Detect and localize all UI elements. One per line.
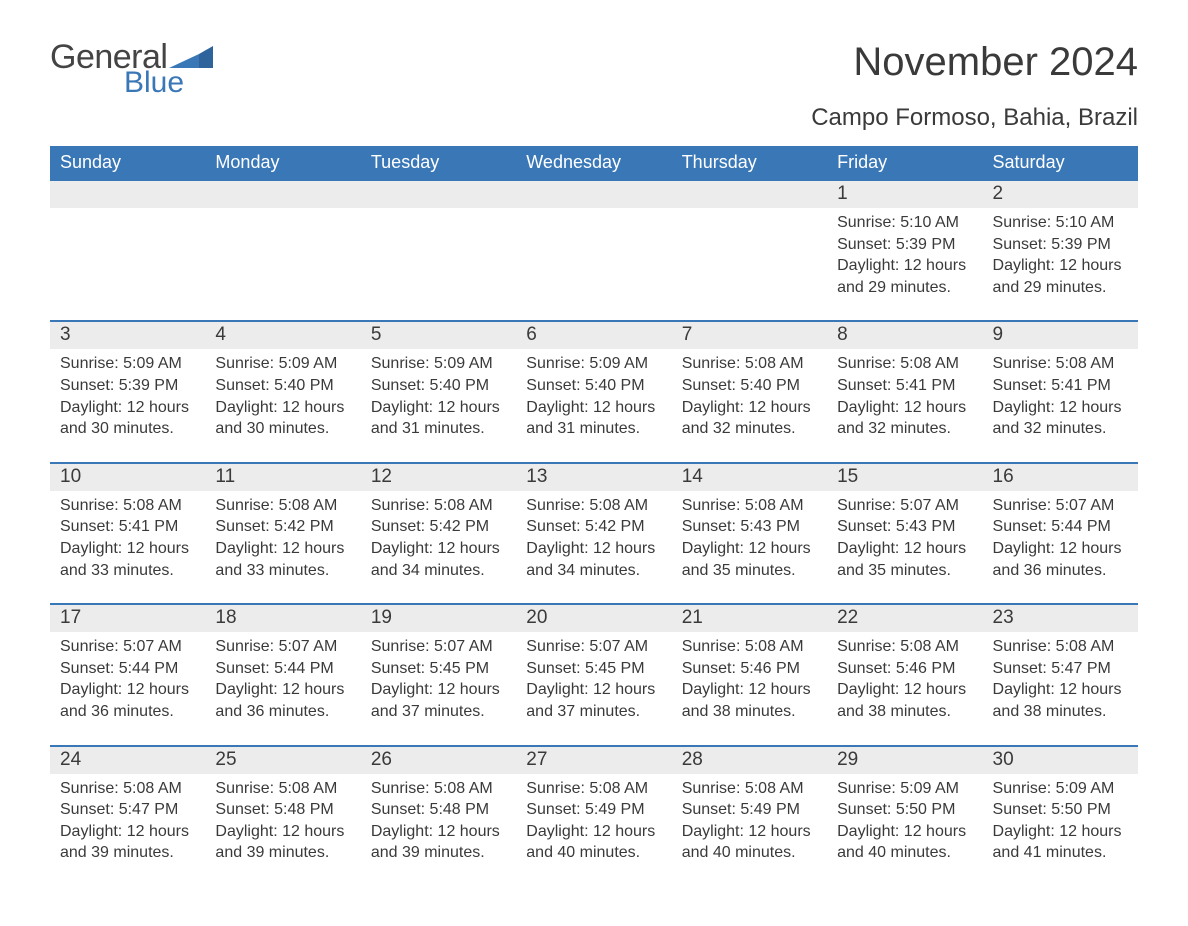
day-number-cell: 13 [516, 463, 671, 491]
day-number-cell: 19 [361, 604, 516, 632]
day-body-cell: Sunrise: 5:08 AMSunset: 5:41 PMDaylight:… [50, 491, 205, 604]
day-number-row: 12 [50, 180, 1138, 208]
day-number-cell: 22 [827, 604, 982, 632]
day-body-cell: Sunrise: 5:07 AMSunset: 5:45 PMDaylight:… [361, 632, 516, 745]
day-number-cell: 20 [516, 604, 671, 632]
day-body-cell: Sunrise: 5:09 AMSunset: 5:40 PMDaylight:… [516, 349, 671, 462]
day-body-cell: Sunrise: 5:08 AMSunset: 5:46 PMDaylight:… [827, 632, 982, 745]
day-body-cell: Sunrise: 5:07 AMSunset: 5:43 PMDaylight:… [827, 491, 982, 604]
day-body-row: Sunrise: 5:07 AMSunset: 5:44 PMDaylight:… [50, 632, 1138, 745]
day-body-cell [205, 208, 360, 321]
day-number-cell: 1 [827, 180, 982, 208]
day-number-cell [50, 180, 205, 208]
day-number-cell: 5 [361, 321, 516, 349]
day-number-cell [516, 180, 671, 208]
day-body-cell: Sunrise: 5:07 AMSunset: 5:44 PMDaylight:… [205, 632, 360, 745]
day-number-cell: 11 [205, 463, 360, 491]
weekday-header: Sunday [50, 146, 205, 180]
day-body-cell: Sunrise: 5:08 AMSunset: 5:46 PMDaylight:… [672, 632, 827, 745]
flag-icon [169, 46, 213, 68]
day-number-cell: 16 [983, 463, 1138, 491]
day-number-cell: 3 [50, 321, 205, 349]
day-number-cell: 9 [983, 321, 1138, 349]
day-body-cell: Sunrise: 5:09 AMSunset: 5:40 PMDaylight:… [205, 349, 360, 462]
day-body-cell: Sunrise: 5:08 AMSunset: 5:41 PMDaylight:… [827, 349, 982, 462]
day-number-cell: 21 [672, 604, 827, 632]
day-number-cell: 10 [50, 463, 205, 491]
day-body-cell: Sunrise: 5:08 AMSunset: 5:42 PMDaylight:… [516, 491, 671, 604]
day-body-cell: Sunrise: 5:08 AMSunset: 5:49 PMDaylight:… [672, 774, 827, 886]
brand-logo: General Blue [50, 40, 213, 98]
day-body-cell: Sunrise: 5:08 AMSunset: 5:41 PMDaylight:… [983, 349, 1138, 462]
day-number-cell: 6 [516, 321, 671, 349]
day-number-cell: 27 [516, 746, 671, 774]
location-subtitle: Campo Formoso, Bahia, Brazil [50, 104, 1138, 132]
day-body-cell [672, 208, 827, 321]
day-body-cell: Sunrise: 5:08 AMSunset: 5:42 PMDaylight:… [205, 491, 360, 604]
day-body-cell: Sunrise: 5:07 AMSunset: 5:45 PMDaylight:… [516, 632, 671, 745]
day-number-cell: 17 [50, 604, 205, 632]
day-number-cell: 7 [672, 321, 827, 349]
day-body-cell: Sunrise: 5:10 AMSunset: 5:39 PMDaylight:… [983, 208, 1138, 321]
weekday-header: Tuesday [361, 146, 516, 180]
day-number-cell: 14 [672, 463, 827, 491]
brand-word2: Blue [124, 68, 213, 98]
day-body-cell: Sunrise: 5:08 AMSunset: 5:47 PMDaylight:… [983, 632, 1138, 745]
weekday-header: Saturday [983, 146, 1138, 180]
day-body-cell: Sunrise: 5:08 AMSunset: 5:48 PMDaylight:… [361, 774, 516, 886]
page-title: November 2024 [853, 40, 1138, 85]
day-number-cell: 23 [983, 604, 1138, 632]
day-body-cell: Sunrise: 5:08 AMSunset: 5:48 PMDaylight:… [205, 774, 360, 886]
day-number-row: 24252627282930 [50, 746, 1138, 774]
day-number-cell: 29 [827, 746, 982, 774]
day-number-cell: 26 [361, 746, 516, 774]
day-body-cell: Sunrise: 5:07 AMSunset: 5:44 PMDaylight:… [50, 632, 205, 745]
day-body-cell: Sunrise: 5:09 AMSunset: 5:50 PMDaylight:… [983, 774, 1138, 886]
day-body-cell [50, 208, 205, 321]
day-number-cell [672, 180, 827, 208]
day-body-row: Sunrise: 5:10 AMSunset: 5:39 PMDaylight:… [50, 208, 1138, 321]
day-body-cell: Sunrise: 5:08 AMSunset: 5:43 PMDaylight:… [672, 491, 827, 604]
day-number-row: 10111213141516 [50, 463, 1138, 491]
day-body-cell: Sunrise: 5:09 AMSunset: 5:50 PMDaylight:… [827, 774, 982, 886]
day-body-cell: Sunrise: 5:08 AMSunset: 5:49 PMDaylight:… [516, 774, 671, 886]
day-number-cell: 28 [672, 746, 827, 774]
day-number-row: 3456789 [50, 321, 1138, 349]
day-number-cell [205, 180, 360, 208]
day-body-cell: Sunrise: 5:08 AMSunset: 5:40 PMDaylight:… [672, 349, 827, 462]
weekday-header: Monday [205, 146, 360, 180]
day-body-cell [361, 208, 516, 321]
day-body-row: Sunrise: 5:09 AMSunset: 5:39 PMDaylight:… [50, 349, 1138, 462]
day-body-cell: Sunrise: 5:09 AMSunset: 5:40 PMDaylight:… [361, 349, 516, 462]
weekday-header: Wednesday [516, 146, 671, 180]
day-body-cell: Sunrise: 5:09 AMSunset: 5:39 PMDaylight:… [50, 349, 205, 462]
day-body-cell: Sunrise: 5:08 AMSunset: 5:47 PMDaylight:… [50, 774, 205, 886]
day-number-cell: 18 [205, 604, 360, 632]
day-number-cell: 8 [827, 321, 982, 349]
weekday-header-row: SundayMondayTuesdayWednesdayThursdayFrid… [50, 146, 1138, 180]
day-body-row: Sunrise: 5:08 AMSunset: 5:41 PMDaylight:… [50, 491, 1138, 604]
day-body-row: Sunrise: 5:08 AMSunset: 5:47 PMDaylight:… [50, 774, 1138, 886]
day-number-cell: 30 [983, 746, 1138, 774]
day-number-cell [361, 180, 516, 208]
day-number-cell: 15 [827, 463, 982, 491]
day-number-cell: 12 [361, 463, 516, 491]
weekday-header: Friday [827, 146, 982, 180]
day-number-cell: 24 [50, 746, 205, 774]
day-body-cell: Sunrise: 5:08 AMSunset: 5:42 PMDaylight:… [361, 491, 516, 604]
day-body-cell [516, 208, 671, 321]
day-number-cell: 25 [205, 746, 360, 774]
day-body-cell: Sunrise: 5:07 AMSunset: 5:44 PMDaylight:… [983, 491, 1138, 604]
weekday-header: Thursday [672, 146, 827, 180]
day-body-cell: Sunrise: 5:10 AMSunset: 5:39 PMDaylight:… [827, 208, 982, 321]
day-number-cell: 2 [983, 180, 1138, 208]
calendar-table: SundayMondayTuesdayWednesdayThursdayFrid… [50, 146, 1138, 886]
day-number-cell: 4 [205, 321, 360, 349]
day-number-row: 17181920212223 [50, 604, 1138, 632]
